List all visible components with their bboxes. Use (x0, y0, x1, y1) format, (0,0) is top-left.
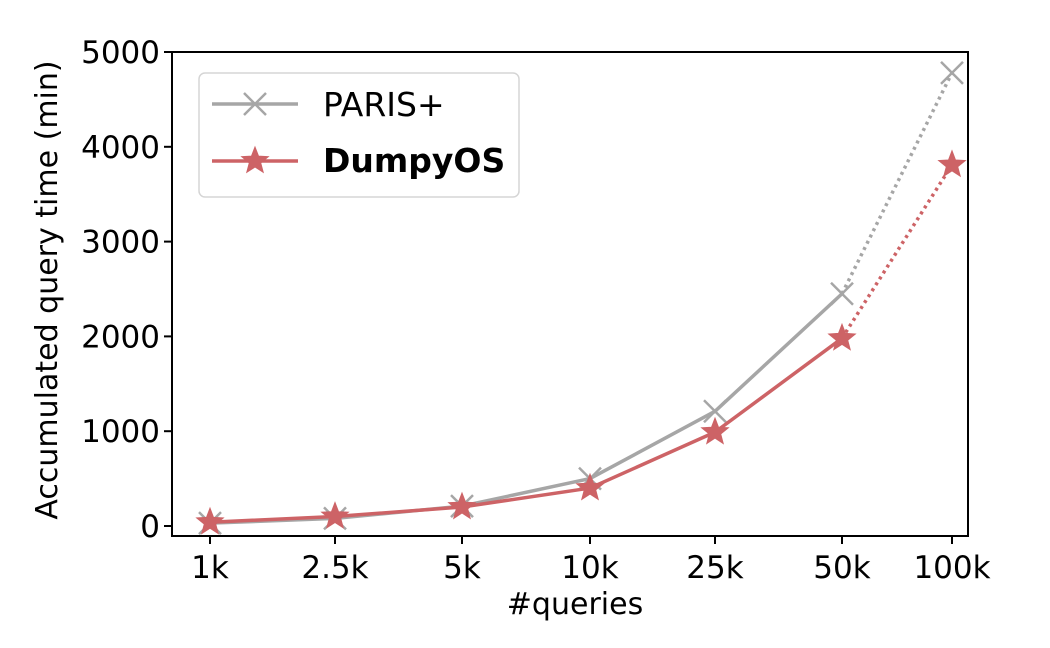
x-tick-label: 100k (913, 550, 990, 586)
plot-area-frame (171, 51, 969, 537)
series-dumpyos (195, 149, 967, 535)
data-point (703, 399, 727, 424)
legend-marker (243, 92, 267, 116)
legend-label-dumpyos: DumpyOS (323, 141, 505, 180)
series-line-dotted (840, 72, 954, 295)
data-point (447, 491, 477, 520)
series-layer (195, 60, 967, 536)
x-axis-title: #queries (507, 587, 643, 622)
y-tick-label: 1000 (81, 414, 160, 450)
y-axis: 0 1000 2000 3000 4000 5000 (81, 35, 172, 545)
y-tick-label: 4000 (81, 130, 160, 166)
x-tick-label: 25k (686, 550, 743, 586)
y-axis-title: Accumulated query time (min) (30, 60, 65, 519)
data-point (830, 281, 854, 306)
x-axis: 1k 2.5k 5k 10k 25k 50k 100k (191, 536, 991, 586)
data-point (195, 506, 225, 535)
x-tick-label: 1k (191, 550, 229, 586)
legend: PARIS+ DumpyOS (198, 72, 520, 198)
legend-marker-dumpyos (212, 145, 298, 174)
x-tick-label: 50k (813, 550, 870, 586)
x-tick-label: 5k (443, 550, 481, 586)
legend-marker (240, 145, 270, 174)
data-point (575, 472, 605, 501)
series-line-dotted (840, 163, 954, 340)
data-point (937, 149, 967, 178)
y-tick-label: 5000 (81, 35, 160, 71)
legend-marker-paris (212, 92, 298, 116)
data-point (700, 416, 730, 445)
x-tick-label: 10k (561, 550, 618, 586)
data-point (940, 60, 964, 85)
legend-label-paris: PARIS+ (323, 85, 445, 124)
series-line (209, 336, 844, 524)
y-tick-label: 2000 (81, 319, 160, 355)
data-point (827, 322, 857, 351)
data-point (320, 501, 350, 529)
y-tick-label: 3000 (81, 225, 160, 261)
x-tick-label: 2.5k (301, 550, 368, 586)
y-tick-label: 0 (140, 509, 160, 545)
